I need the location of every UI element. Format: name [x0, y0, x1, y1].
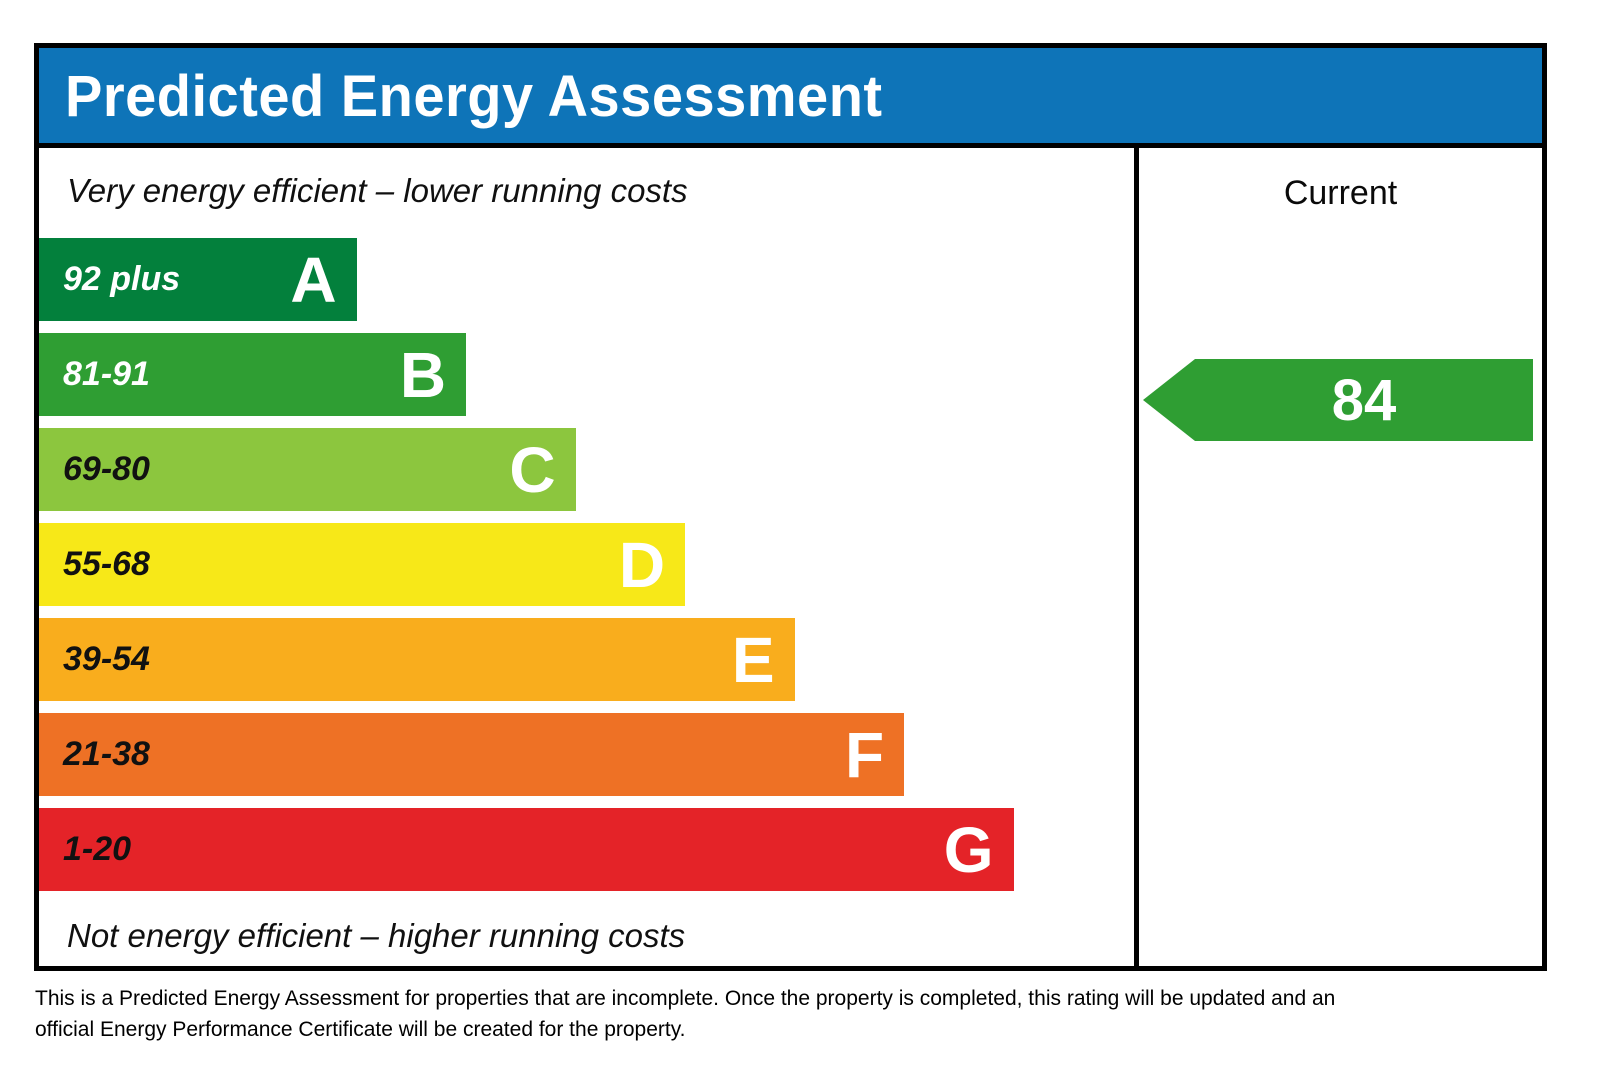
band-letter: F: [844, 718, 885, 791]
band-range-label: 55-68: [63, 545, 150, 583]
chart-body: Very energy efficient – lower running co…: [39, 148, 1542, 971]
disclaimer-line-1: This is a Predicted Energy Assessment fo…: [35, 987, 1336, 1010]
disclaimer-text: This is a Predicted Energy Assessment fo…: [35, 983, 1335, 1045]
band-row-f: 21-38 F: [39, 713, 905, 796]
band-letter: D: [618, 528, 666, 601]
rating-scale-panel: Very energy efficient – lower running co…: [39, 148, 1139, 971]
band-letter: A: [290, 243, 337, 316]
top-efficiency-note: Very energy efficient – lower running co…: [67, 172, 688, 209]
band-row-a: 92 plus A: [39, 238, 357, 321]
band-row-b: 81-91 B: [39, 333, 467, 416]
band-range-label: 81-91: [63, 355, 150, 393]
band-row-c: 69-80 C: [39, 428, 576, 511]
band-row-g: 1-20 G: [39, 808, 1014, 891]
rating-bands: 92 plus A 81-91 B 69-80 C 55-68 D 39-54: [39, 238, 1134, 891]
band-range-label: 69-80: [63, 450, 150, 488]
current-rating-value: 84: [1195, 359, 1533, 441]
band-range-label: 21-38: [63, 735, 150, 773]
disclaimer-line-2: official Energy Performance Certificate …: [35, 1018, 686, 1041]
band-range-label: 1-20: [63, 830, 132, 868]
bottom-efficiency-note: Not energy efficient – higher running co…: [67, 917, 686, 954]
current-rating-arrow: 84: [1143, 359, 1533, 441]
band-range-label: 39-54: [63, 640, 150, 678]
band-row-d: 55-68 D: [39, 523, 686, 606]
band-letter: B: [399, 338, 447, 411]
band-letter: C: [509, 433, 556, 506]
band-range-label: 92 plus: [63, 260, 181, 298]
band-letter: G: [943, 813, 994, 886]
title-bar: Predicted Energy Assessment: [39, 48, 1542, 148]
band-row-e: 39-54 E: [39, 618, 795, 701]
arrow-tip-icon: [1143, 359, 1195, 441]
current-column-header: Current: [1283, 174, 1398, 212]
current-rating-panel: Current 84: [1139, 148, 1542, 971]
band-letter: E: [731, 623, 775, 696]
epc-certificate: Predicted Energy Assessment Very energy …: [34, 43, 1547, 971]
page-title: Predicted Energy Assessment: [65, 62, 883, 129]
